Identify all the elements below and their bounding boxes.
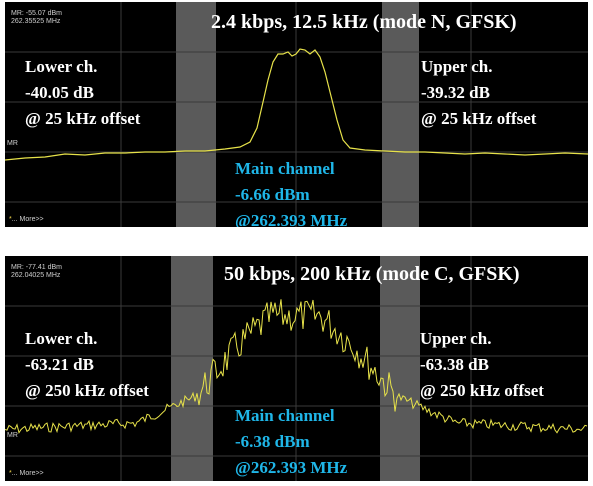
marker-frequency: 262.35525 MHz (11, 18, 61, 25)
lower-channel-info: Lower ch. -63.21 dB @ 250 kHz offset (25, 326, 149, 404)
star-icon: * (9, 470, 12, 477)
main-channel-info: Main channel -6.66 dBm @262.393 MHz (235, 156, 347, 227)
main-channel-power: -6.38 dBm (235, 432, 310, 451)
lower-channel-info: Lower ch. -40.05 dB @ 25 kHz offset (25, 54, 140, 132)
marker-ref-tag: MR (7, 432, 18, 439)
spectrum-panel-narrowband: MR: -55.07 dBm 262.35525 MHz MR *... Mor… (5, 2, 588, 227)
panel-title: 50 kbps, 200 kHz (mode C, GFSK) (224, 263, 520, 285)
more-button[interactable]: *... More>> (9, 470, 44, 477)
main-channel-power: -6.66 dBm (235, 185, 310, 204)
lower-channel-name: Lower ch. (25, 329, 98, 348)
panel-title: 2.4 kbps, 12.5 kHz (mode N, GFSK) (211, 11, 517, 33)
more-button[interactable]: *... More>> (9, 216, 44, 223)
marker-ref-tag: MR (7, 140, 18, 147)
star-icon: * (9, 216, 12, 223)
more-label: More>> (19, 216, 44, 223)
lower-channel-offset: @ 250 kHz offset (25, 381, 149, 400)
upper-channel-value: -63.38 dB (420, 355, 489, 374)
lower-channel-name: Lower ch. (25, 57, 98, 76)
marker-level: MR: -55.07 dBm (11, 10, 62, 17)
lower-channel-value: -40.05 dB (25, 83, 94, 102)
main-channel-frequency: @262.393 MHz (235, 458, 348, 477)
upper-channel-info: Upper ch. -39.32 dB @ 25 kHz offset (421, 54, 536, 132)
spectrum-plot (5, 256, 588, 481)
upper-channel-band (382, 2, 419, 227)
more-label: More>> (19, 470, 44, 477)
spectrum-trace (5, 299, 588, 434)
marker-readout: MR: -55.07 dBm 262.35525 MHz (11, 10, 62, 26)
marker-frequency: 262.04025 MHz (11, 272, 61, 279)
spectrum-panel-wideband: MR: -77.41 dBm 262.04025 MHz MR *... Mor… (5, 256, 588, 481)
upper-channel-name: Upper ch. (420, 329, 492, 348)
main-channel-frequency: @262.393 MHz (235, 211, 348, 227)
grid (5, 2, 588, 227)
main-channel-info: Main channel -6.38 dBm @262.393 MHz (235, 403, 347, 481)
spectrum-plot (5, 2, 588, 227)
main-channel-name: Main channel (235, 406, 335, 425)
upper-channel-offset: @ 25 kHz offset (421, 109, 537, 128)
lower-channel-band (176, 2, 216, 227)
lower-channel-band (171, 256, 213, 481)
spectrum-trace (5, 48, 588, 161)
main-channel-name: Main channel (235, 159, 335, 178)
upper-channel-offset: @ 250 kHz offset (420, 381, 544, 400)
upper-channel-info: Upper ch. -63.38 dB @ 250 kHz offset (420, 326, 544, 404)
upper-channel-band (380, 256, 420, 481)
grid (5, 256, 588, 481)
lower-channel-value: -63.21 dB (25, 355, 94, 374)
lower-channel-offset: @ 25 kHz offset (25, 109, 141, 128)
marker-level: MR: -77.41 dBm (11, 264, 62, 271)
upper-channel-name: Upper ch. (421, 57, 493, 76)
upper-channel-value: -39.32 dB (421, 83, 490, 102)
marker-readout: MR: -77.41 dBm 262.04025 MHz (11, 264, 62, 280)
